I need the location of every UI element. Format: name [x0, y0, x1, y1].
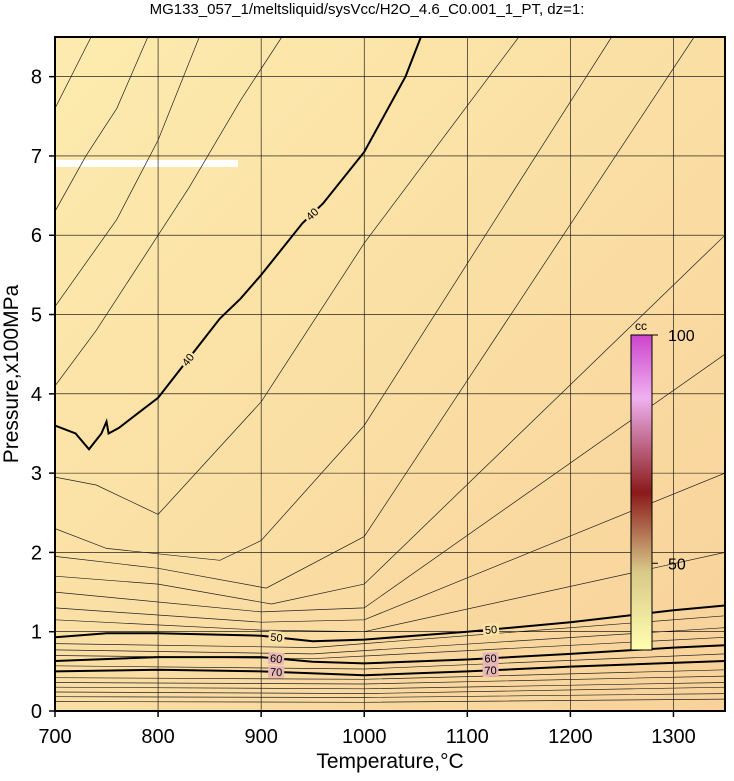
x-tick-label: 1000 [342, 726, 387, 748]
contour-line [55, 353, 725, 613]
contour-line [55, 37, 612, 561]
plot-background [55, 37, 725, 711]
contour-label-bg [482, 663, 499, 677]
x-tick-label: 1200 [548, 726, 593, 748]
contour-line [55, 627, 725, 655]
contour-line [55, 636, 725, 660]
y-tick-label: 8 [31, 67, 42, 89]
contour-line [55, 693, 725, 698]
contour-label: 60 [269, 653, 282, 666]
y-tick-label: 1 [31, 622, 42, 644]
y-tick-label: 4 [31, 384, 42, 406]
contour-label-bg [267, 651, 285, 666]
contour-label-bg [267, 630, 286, 645]
contour-line [55, 37, 92, 109]
contour-line [55, 37, 520, 515]
contour-label: 50 [484, 624, 497, 637]
x-tick-label: 1100 [446, 726, 489, 748]
contour-line [55, 37, 149, 212]
chart-title: MG133_057_1/meltsliquid/sysVcc/H2O_4.6_C… [150, 1, 585, 18]
labeled-contour [55, 37, 422, 451]
y-axis-label: Pressure,x100MPa [0, 284, 23, 463]
contour-label-bg [267, 665, 285, 679]
plot-frame [54, 36, 726, 712]
contour-line [55, 37, 283, 387]
x-tick-label: 900 [244, 726, 277, 748]
contour-line [55, 37, 200, 307]
contour-line [55, 653, 725, 670]
x-tick-label: 700 [38, 726, 71, 748]
contour-label-bg [178, 349, 198, 370]
x-tick-label: 800 [141, 726, 174, 748]
labeled-contour [55, 660, 725, 677]
contour-label-bg [302, 204, 323, 224]
x-tick-label: 1300 [651, 726, 696, 748]
contour-line [55, 675, 725, 685]
y-tick-label: 0 [31, 701, 42, 723]
contour-line [55, 698, 725, 703]
contour-line [55, 686, 725, 694]
colorbar [630, 334, 653, 651]
colorbar-label: cc [635, 319, 647, 333]
y-tick-label: 6 [31, 225, 42, 247]
contour-line [55, 615, 725, 648]
y-tick-label: 3 [31, 463, 42, 485]
colorbar-tick-label: 50 [668, 556, 686, 573]
x-axis-label: Temperature,°C [316, 750, 463, 773]
contour-label: 60 [484, 653, 497, 666]
colorbar-tick-label: 100 [668, 328, 695, 345]
contour-label: 40 [180, 352, 197, 369]
contour-line [55, 37, 695, 589]
contour-line [55, 682, 725, 690]
y-tick-label: 2 [31, 542, 42, 564]
y-tick-label: 7 [31, 146, 42, 168]
y-tick-label: 5 [31, 305, 42, 327]
contour-label: 70 [270, 667, 283, 679]
contour-line [55, 472, 725, 623]
contour-label-bg [482, 651, 499, 665]
labeled-contour [55, 604, 725, 643]
contour-line [55, 234, 725, 605]
contour-line [55, 552, 725, 633]
contour-label: 70 [484, 665, 497, 678]
contour-label: 50 [270, 632, 283, 645]
missing-data-strip [55, 160, 238, 167]
contour-label-bg [482, 622, 500, 637]
contour-line [55, 669, 725, 680]
